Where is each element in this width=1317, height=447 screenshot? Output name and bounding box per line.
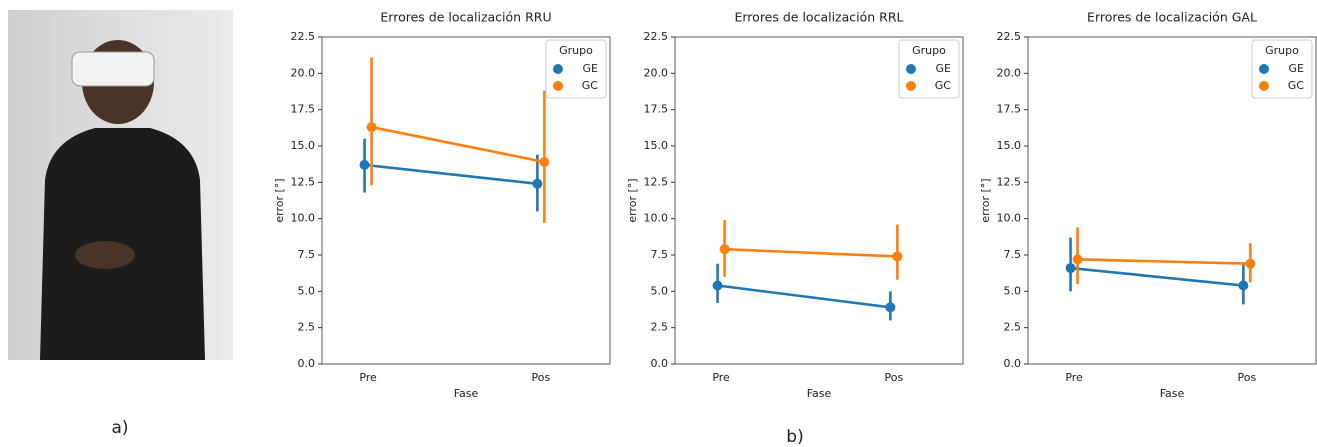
y-tick-label: 12.5 [291, 175, 316, 188]
series-line [724, 247, 898, 258]
point [712, 280, 723, 291]
point [1245, 258, 1256, 269]
plot-frame [1027, 36, 1317, 365]
photo [8, 10, 233, 360]
series-line [371, 125, 545, 164]
series-line [1070, 266, 1244, 287]
series-line [717, 284, 891, 309]
x-axis-label: Fase [1160, 387, 1185, 400]
legend-marker [553, 81, 563, 91]
y-tick-label: 7.5 [651, 248, 669, 261]
point [1238, 280, 1249, 291]
y-tick-label: 22.5 [997, 30, 1022, 43]
plot-frame [674, 36, 964, 365]
legend-marker [1259, 64, 1269, 74]
x-tick-label: Pre [359, 371, 377, 384]
y-axis-label: error [°] [626, 178, 639, 222]
y-tick-label: 0.0 [651, 357, 669, 370]
y-tick-label: 22.5 [291, 30, 316, 43]
point [532, 178, 543, 189]
y-tick-label: 7.5 [298, 248, 316, 261]
legend-marker [1259, 81, 1269, 91]
y-tick-label: 20.0 [997, 66, 1022, 79]
x-tick-label: Pos [532, 371, 551, 384]
y-tick-label: 17.5 [997, 103, 1022, 116]
legend-label: GC [582, 79, 599, 92]
chart-title: Errores de localización RRU [380, 10, 551, 25]
series-line [1077, 258, 1251, 266]
legend-label: GC [935, 79, 952, 92]
y-tick-label: 17.5 [644, 103, 669, 116]
y-tick-label: 2.5 [651, 321, 669, 334]
y-tick-label: 7.5 [1004, 248, 1022, 261]
point [359, 159, 370, 170]
y-tick-label: 0.0 [298, 357, 316, 370]
legend-label: GC [1288, 79, 1305, 92]
x-tick-label: Pos [1238, 371, 1257, 384]
vr-headset [71, 51, 155, 87]
y-tick-label: 15.0 [291, 139, 316, 152]
point [539, 156, 550, 167]
y-tick-label: 20.0 [291, 66, 316, 79]
x-axis-label: Fase [807, 387, 832, 400]
point [892, 251, 903, 262]
legend-title: Grupo [1265, 44, 1299, 57]
point [719, 244, 730, 255]
chart-title: Errores de localización GAL [1087, 10, 1257, 25]
y-tick-label: 2.5 [1004, 321, 1022, 334]
legend-title: Grupo [912, 44, 946, 57]
legend-marker [553, 64, 563, 74]
y-tick-label: 2.5 [298, 321, 316, 334]
point [885, 302, 896, 313]
series-line [364, 163, 538, 186]
y-tick-label: 15.0 [997, 139, 1022, 152]
y-tick-label: 10.0 [997, 212, 1022, 225]
y-tick-label: 5.0 [1004, 284, 1022, 297]
y-axis-label: error [°] [979, 178, 992, 222]
legend-label: GE [583, 62, 599, 75]
legend-marker [906, 81, 916, 91]
y-tick-label: 20.0 [644, 66, 669, 79]
y-tick-label: 17.5 [291, 103, 316, 116]
chart-title: Errores de localización RRL [734, 10, 903, 25]
y-tick-label: 10.0 [644, 212, 669, 225]
x-tick-label: Pre [712, 371, 730, 384]
legend-title: Grupo [559, 44, 593, 57]
y-tick-label: 10.0 [291, 212, 316, 225]
y-tick-label: 15.0 [644, 139, 669, 152]
y-tick-label: 5.0 [298, 284, 316, 297]
point [366, 122, 377, 133]
y-tick-label: 0.0 [1004, 357, 1022, 370]
x-axis-label: Fase [454, 387, 479, 400]
person-hands [75, 241, 135, 269]
legend-label: GE [936, 62, 952, 75]
y-tick-label: 12.5 [997, 175, 1022, 188]
panel-label: b) [786, 427, 803, 447]
y-axis-label: error [°] [273, 178, 286, 222]
legend-marker [906, 64, 916, 74]
legend-label: GE [1289, 62, 1305, 75]
y-tick-label: 12.5 [644, 175, 669, 188]
x-tick-label: Pos [885, 371, 904, 384]
x-tick-label: Pre [1065, 371, 1083, 384]
point [1065, 263, 1076, 274]
panel-label: a) [111, 418, 128, 438]
y-tick-label: 5.0 [651, 284, 669, 297]
plot-frame [321, 36, 611, 365]
point [1072, 254, 1083, 265]
y-tick-label: 22.5 [644, 30, 669, 43]
